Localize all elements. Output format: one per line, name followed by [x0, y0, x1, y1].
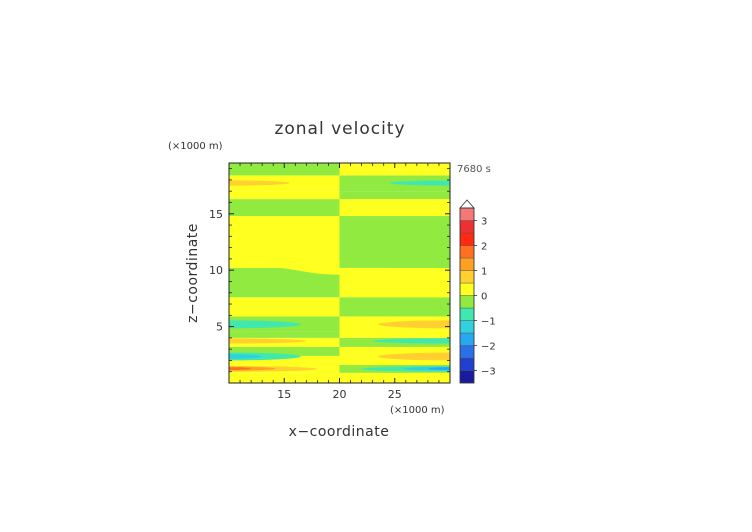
colorbar-swatch [459, 307, 475, 321]
left-half-band [229, 372, 340, 383]
colorbar-swatch [459, 295, 475, 309]
right-half-blob [389, 180, 450, 186]
left-half-band [229, 331, 340, 338]
y-axis: 5 10 15 [209, 168, 450, 373]
right-half-band [339, 297, 450, 317]
left-half-band [229, 216, 340, 268]
left-half-band [229, 199, 340, 217]
colorbar-swatch [459, 320, 475, 334]
right-half-blob [378, 320, 450, 329]
left-half-blob [229, 320, 301, 329]
right-half-band [339, 191, 450, 200]
colorbar-extend-triangle [459, 199, 475, 209]
colorbar-swatch [459, 345, 475, 359]
x-axis-label: x−coordinate [289, 424, 390, 440]
colorbar-swatch [459, 245, 475, 259]
colorbar: −3 −2 −1 0 1 2 3 [459, 199, 496, 384]
right-half-blob [378, 352, 450, 361]
colorbar-swatch [459, 370, 475, 384]
colorbar-tick-label: 3 [481, 217, 487, 228]
right-half-band [339, 346, 450, 356]
colorbar-swatch [459, 220, 475, 234]
colorbar-swatch [459, 282, 475, 296]
time-label: 7680 s [457, 164, 491, 175]
right-half-band [339, 199, 450, 217]
colorbar-tick-label: 2 [481, 242, 487, 253]
x-axis: 15 20 25 [239, 163, 440, 401]
right-half-band [339, 355, 450, 365]
left-half-blob [229, 352, 301, 361]
colorbar-swatch [459, 357, 475, 371]
left-half-band [229, 355, 340, 365]
colorbar-swatch [459, 257, 475, 271]
left-half-band [229, 191, 340, 200]
heatmap-field [229, 163, 450, 383]
colorbar-swatch [459, 207, 475, 221]
x-tick-label: 25 [388, 388, 402, 401]
y-axis-label: z−coordinate [185, 223, 201, 323]
y-unit-label: (×1000 m) [168, 141, 223, 152]
left-half-blob [229, 367, 252, 371]
colorbar-swatch [459, 270, 475, 284]
colorbar-tick-label: −1 [481, 317, 496, 328]
left-half-band [229, 163, 340, 176]
left-half-blob [229, 180, 290, 186]
right-half-band [339, 331, 450, 338]
right-half-band [339, 267, 450, 298]
colorbar-tick-label: −3 [481, 367, 496, 378]
colorbar-tick-label: 0 [481, 292, 487, 303]
right-half-band [339, 216, 450, 268]
right-half-band [339, 163, 450, 176]
left-half-band [229, 297, 340, 317]
colorbar-swatch [459, 232, 475, 246]
chart-title: zonal velocity [274, 119, 405, 139]
left-half-blob [229, 338, 307, 344]
right-half-blob [427, 367, 450, 371]
y-tick-label: 15 [209, 208, 223, 221]
colorbar-swatch [459, 332, 475, 346]
left-half-blob [229, 354, 263, 359]
colorbar-tick-label: 1 [481, 267, 487, 278]
left-half-band [229, 346, 340, 356]
x-unit-label: (×1000 m) [390, 405, 445, 416]
right-half-blob [372, 338, 450, 344]
right-half-band [339, 372, 450, 383]
x-tick-label: 20 [333, 388, 347, 401]
colorbar-tick-label: −2 [481, 342, 496, 353]
right-wavy-band [339, 258, 450, 268]
y-tick-label: 5 [216, 321, 223, 334]
left-bulge [273, 267, 340, 275]
y-tick-label: 10 [209, 264, 223, 277]
x-tick-label: 15 [277, 388, 291, 401]
